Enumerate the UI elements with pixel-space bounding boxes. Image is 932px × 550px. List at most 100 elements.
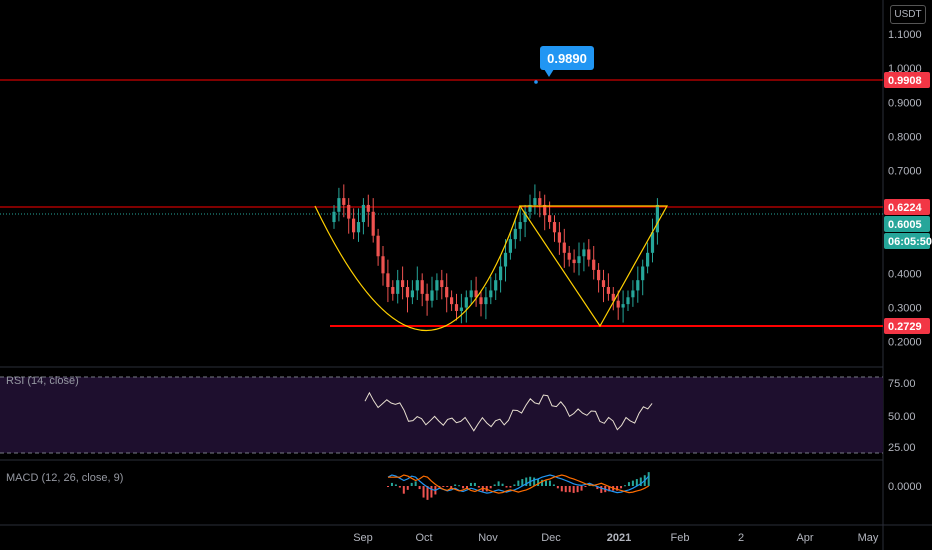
cup-curve[interactable] [314,205,521,331]
macd-bar [541,479,544,486]
candle-body [445,287,449,298]
handle-triangle[interactable] [518,205,669,328]
candle-body [484,297,488,305]
candle-body [611,293,615,301]
price-tag-bg [884,233,930,249]
time-axis[interactable]: Sep Oct Nov Dec 2021 Feb 2 Apr May [353,532,879,544]
candle-body [582,249,586,257]
price-axis-label: 0.2000 [888,337,922,349]
macd-bar [446,486,449,487]
macd-bar [477,486,480,488]
rsi-axis-50: 50.00 [888,411,916,423]
macd-bar [402,486,405,494]
candle-body [499,266,503,281]
macd-bar [647,472,650,486]
candle-body [405,287,410,298]
time-axis-label: Feb [671,532,690,544]
candle-body [562,242,566,253]
candle-body [655,204,659,233]
price-callout[interactable]: 0.9890 [540,46,594,77]
price-tag-bg [884,318,930,334]
candle-body [641,266,645,281]
candle-body [386,273,390,288]
time-axis-label: 2 [738,532,744,544]
candle-body [337,198,341,212]
candle-body [425,293,429,301]
candle-body [577,256,581,264]
macd-bar [624,485,626,487]
candle-body [420,280,424,294]
candle-body [361,204,365,223]
callout-anchor [534,80,538,84]
candle-body [626,297,630,305]
candle-body [474,290,478,298]
macd-bar [635,479,638,486]
time-axis-label: Nov [478,532,498,544]
rsi-label[interactable]: RSI (14, close) [6,375,79,387]
macd-bar [501,483,504,486]
candle-body [523,211,527,223]
price-axis-label: 0.3000 [888,303,922,315]
macd-bar [537,479,540,486]
macd-bar [620,486,623,489]
macd-line [387,474,650,494]
macd-label[interactable]: MACD (12, 26, close, 9) [6,472,123,484]
macd-bar [497,481,500,486]
candle-body [381,256,385,274]
price-axis-label: 0.4000 [888,268,922,280]
macd-bar [390,482,393,486]
candle-body [366,204,370,212]
candle-body [356,222,361,233]
rsi-band [0,377,883,453]
macd-bar [608,486,611,492]
candle-body [606,287,610,294]
macd-bar [398,486,401,488]
candle-body [552,222,557,233]
macd-bar [454,484,457,486]
macd-bar [584,486,587,487]
macd-bar [556,486,559,489]
candle-body [518,222,522,229]
macd-bar [517,480,520,486]
candle-body [601,280,606,288]
currency-button[interactable]: USDT [890,5,926,24]
macd-bar [616,486,619,491]
candle-body [503,252,508,267]
macd-bar [560,486,563,492]
candle-body [410,290,414,298]
candle-body [567,252,571,260]
signal-line [388,474,649,494]
macd-axis-zero: 0.0000 [888,481,922,493]
macd-bar [489,486,492,489]
price-tags: 0.9908 0.6224 0.6005 06:05:50 0.2729 [884,72,932,334]
candle-body [650,232,655,253]
macd-bar [552,484,555,486]
candle-body [440,280,444,288]
macd-bar [414,481,417,486]
candle-body [396,280,400,294]
macd-bar [493,484,496,486]
price-tag-label: 0.2729 [888,321,922,333]
price-tag-bg [884,72,930,88]
macd-bar [568,486,571,493]
price-axis-label: 0.7000 [888,166,922,178]
candle-body [464,297,468,308]
candle-body [587,249,591,260]
candle-body [592,259,596,270]
candle-body [454,304,459,311]
macd-bar [509,486,512,488]
macd-bar [406,486,409,490]
candle-body [489,290,493,298]
time-axis-label: 2021 [607,532,631,544]
candle-body [459,307,463,311]
macd-bar [450,486,453,489]
candle-body [371,211,375,236]
macd-bar [430,486,433,498]
time-axis-label: Apr [796,532,813,544]
candle-body [494,280,498,291]
candle-body [430,290,434,301]
macd-bar [580,486,583,491]
macd-bar [394,484,397,486]
price-tag-label: 0.9908 [888,75,922,87]
